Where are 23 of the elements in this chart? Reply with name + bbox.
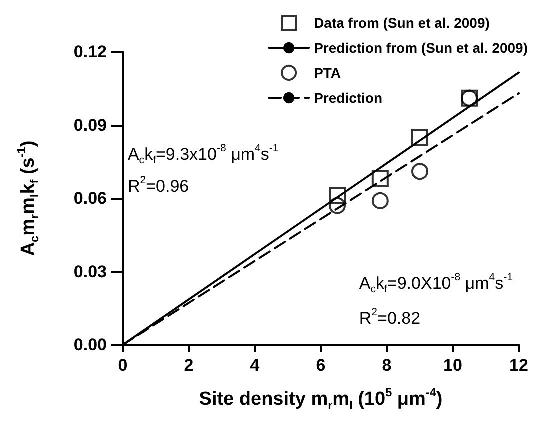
legend-label: Data from (Sun et al. 2009)	[314, 15, 490, 31]
point	[412, 128, 428, 146]
x-tick-label: 12	[510, 356, 528, 375]
legend-label: Prediction from (Sun et al. 2009)	[314, 40, 528, 56]
point	[329, 188, 346, 205]
legend-label: Prediction	[314, 90, 383, 106]
x-tick-label: 2	[184, 356, 194, 375]
point	[329, 197, 346, 214]
legend-label: PTA	[314, 65, 342, 81]
y-tick-label: 0.06	[74, 189, 107, 208]
y-tick-label: 0.00	[74, 336, 107, 354]
text: Acmrmlkf (s-1)	[16, 140, 42, 256]
y-tick-label: 0.09	[74, 116, 107, 135]
y-tick-label: 0.03	[74, 262, 107, 282]
point	[372, 192, 389, 210]
point	[412, 163, 428, 180]
x-tick-label: 0	[118, 356, 128, 375]
point	[372, 170, 389, 188]
x-tick-label: 8	[382, 356, 392, 375]
x-tick-label: 10	[444, 356, 462, 375]
y-tick-label: 0.12	[74, 42, 107, 62]
x-tick-label: 6	[316, 356, 326, 375]
x-tick-label: 4	[250, 356, 260, 375]
